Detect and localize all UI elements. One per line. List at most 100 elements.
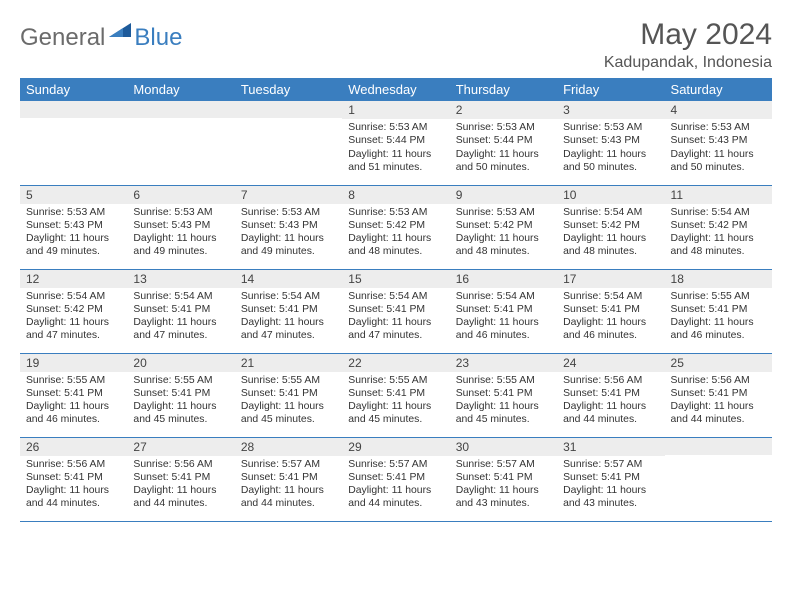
day-details: Sunrise: 5:53 AMSunset: 5:43 PMDaylight:… <box>20 204 127 263</box>
day-number: 23 <box>450 354 557 372</box>
day-details: Sunrise: 5:53 AMSunset: 5:42 PMDaylight:… <box>450 204 557 263</box>
day-number <box>127 101 234 118</box>
calendar-cell: 11Sunrise: 5:54 AMSunset: 5:42 PMDayligh… <box>665 185 772 269</box>
day-details: Sunrise: 5:53 AMSunset: 5:43 PMDaylight:… <box>235 204 342 263</box>
calendar-header-row: Sunday Monday Tuesday Wednesday Thursday… <box>20 78 772 101</box>
day-number <box>235 101 342 118</box>
day-details: Sunrise: 5:54 AMSunset: 5:42 PMDaylight:… <box>665 204 772 263</box>
day-number: 4 <box>665 101 772 119</box>
calendar-row: 19Sunrise: 5:55 AMSunset: 5:41 PMDayligh… <box>20 353 772 437</box>
day-number: 10 <box>557 186 664 204</box>
weekday-header: Monday <box>127 78 234 101</box>
day-number: 9 <box>450 186 557 204</box>
calendar-cell: 8Sunrise: 5:53 AMSunset: 5:42 PMDaylight… <box>342 185 449 269</box>
calendar-cell: 27Sunrise: 5:56 AMSunset: 5:41 PMDayligh… <box>127 437 234 521</box>
calendar-cell <box>127 101 234 185</box>
day-number: 20 <box>127 354 234 372</box>
location-label: Kadupandak, Indonesia <box>604 54 772 72</box>
day-number: 30 <box>450 438 557 456</box>
day-details: Sunrise: 5:54 AMSunset: 5:41 PMDaylight:… <box>235 288 342 347</box>
calendar-cell <box>20 101 127 185</box>
day-number: 26 <box>20 438 127 456</box>
calendar-cell: 10Sunrise: 5:54 AMSunset: 5:42 PMDayligh… <box>557 185 664 269</box>
calendar-page: General Blue May 2024 Kadupandak, Indone… <box>0 0 792 534</box>
day-details: Sunrise: 5:53 AMSunset: 5:43 PMDaylight:… <box>127 204 234 263</box>
day-details: Sunrise: 5:53 AMSunset: 5:43 PMDaylight:… <box>557 119 664 178</box>
day-details: Sunrise: 5:54 AMSunset: 5:41 PMDaylight:… <box>127 288 234 347</box>
day-details: Sunrise: 5:54 AMSunset: 5:41 PMDaylight:… <box>342 288 449 347</box>
calendar-cell <box>665 437 772 521</box>
day-number: 27 <box>127 438 234 456</box>
day-number: 25 <box>665 354 772 372</box>
day-details: Sunrise: 5:53 AMSunset: 5:42 PMDaylight:… <box>342 204 449 263</box>
day-number: 18 <box>665 270 772 288</box>
calendar-cell: 2Sunrise: 5:53 AMSunset: 5:44 PMDaylight… <box>450 101 557 185</box>
weekday-header: Thursday <box>450 78 557 101</box>
day-number: 12 <box>20 270 127 288</box>
day-number: 19 <box>20 354 127 372</box>
day-details: Sunrise: 5:56 AMSunset: 5:41 PMDaylight:… <box>557 372 664 431</box>
calendar-cell: 4Sunrise: 5:53 AMSunset: 5:43 PMDaylight… <box>665 101 772 185</box>
weekday-header: Friday <box>557 78 664 101</box>
day-details: Sunrise: 5:53 AMSunset: 5:44 PMDaylight:… <box>342 119 449 178</box>
calendar-cell: 6Sunrise: 5:53 AMSunset: 5:43 PMDaylight… <box>127 185 234 269</box>
calendar-cell: 29Sunrise: 5:57 AMSunset: 5:41 PMDayligh… <box>342 437 449 521</box>
day-details: Sunrise: 5:54 AMSunset: 5:42 PMDaylight:… <box>20 288 127 347</box>
calendar-cell: 12Sunrise: 5:54 AMSunset: 5:42 PMDayligh… <box>20 269 127 353</box>
title-block: May 2024 Kadupandak, Indonesia <box>604 18 772 72</box>
day-details: Sunrise: 5:53 AMSunset: 5:43 PMDaylight:… <box>665 119 772 178</box>
calendar-cell: 26Sunrise: 5:56 AMSunset: 5:41 PMDayligh… <box>20 437 127 521</box>
calendar-cell: 5Sunrise: 5:53 AMSunset: 5:43 PMDaylight… <box>20 185 127 269</box>
day-number: 31 <box>557 438 664 456</box>
day-details: Sunrise: 5:57 AMSunset: 5:41 PMDaylight:… <box>450 456 557 515</box>
calendar-cell: 19Sunrise: 5:55 AMSunset: 5:41 PMDayligh… <box>20 353 127 437</box>
calendar-cell: 21Sunrise: 5:55 AMSunset: 5:41 PMDayligh… <box>235 353 342 437</box>
day-details: Sunrise: 5:54 AMSunset: 5:41 PMDaylight:… <box>450 288 557 347</box>
day-details: Sunrise: 5:56 AMSunset: 5:41 PMDaylight:… <box>665 372 772 431</box>
day-details: Sunrise: 5:55 AMSunset: 5:41 PMDaylight:… <box>235 372 342 431</box>
weekday-header: Saturday <box>665 78 772 101</box>
weekday-header: Sunday <box>20 78 127 101</box>
day-details: Sunrise: 5:56 AMSunset: 5:41 PMDaylight:… <box>127 456 234 515</box>
calendar-cell: 15Sunrise: 5:54 AMSunset: 5:41 PMDayligh… <box>342 269 449 353</box>
calendar-cell: 30Sunrise: 5:57 AMSunset: 5:41 PMDayligh… <box>450 437 557 521</box>
day-number: 5 <box>20 186 127 204</box>
day-number: 6 <box>127 186 234 204</box>
header: General Blue May 2024 Kadupandak, Indone… <box>20 18 772 72</box>
brand-triangle-icon <box>109 23 131 42</box>
calendar-cell: 23Sunrise: 5:55 AMSunset: 5:41 PMDayligh… <box>450 353 557 437</box>
calendar-cell: 13Sunrise: 5:54 AMSunset: 5:41 PMDayligh… <box>127 269 234 353</box>
day-number: 2 <box>450 101 557 119</box>
day-number: 7 <box>235 186 342 204</box>
calendar-cell: 1Sunrise: 5:53 AMSunset: 5:44 PMDaylight… <box>342 101 449 185</box>
brand-word-blue: Blue <box>134 24 182 52</box>
day-number: 11 <box>665 186 772 204</box>
calendar-cell: 14Sunrise: 5:54 AMSunset: 5:41 PMDayligh… <box>235 269 342 353</box>
day-number <box>665 438 772 455</box>
calendar-cell: 31Sunrise: 5:57 AMSunset: 5:41 PMDayligh… <box>557 437 664 521</box>
calendar-cell: 25Sunrise: 5:56 AMSunset: 5:41 PMDayligh… <box>665 353 772 437</box>
day-details: Sunrise: 5:55 AMSunset: 5:41 PMDaylight:… <box>665 288 772 347</box>
calendar-cell: 16Sunrise: 5:54 AMSunset: 5:41 PMDayligh… <box>450 269 557 353</box>
calendar-row: 12Sunrise: 5:54 AMSunset: 5:42 PMDayligh… <box>20 269 772 353</box>
day-number: 14 <box>235 270 342 288</box>
calendar-cell: 22Sunrise: 5:55 AMSunset: 5:41 PMDayligh… <box>342 353 449 437</box>
day-number: 3 <box>557 101 664 119</box>
day-details: Sunrise: 5:57 AMSunset: 5:41 PMDaylight:… <box>557 456 664 515</box>
calendar-cell: 7Sunrise: 5:53 AMSunset: 5:43 PMDaylight… <box>235 185 342 269</box>
day-number: 8 <box>342 186 449 204</box>
brand-logo: General Blue <box>20 18 182 52</box>
calendar-cell: 28Sunrise: 5:57 AMSunset: 5:41 PMDayligh… <box>235 437 342 521</box>
calendar-row: 26Sunrise: 5:56 AMSunset: 5:41 PMDayligh… <box>20 437 772 521</box>
calendar-cell: 17Sunrise: 5:54 AMSunset: 5:41 PMDayligh… <box>557 269 664 353</box>
day-number: 16 <box>450 270 557 288</box>
calendar-cell <box>235 101 342 185</box>
day-details: Sunrise: 5:55 AMSunset: 5:41 PMDaylight:… <box>127 372 234 431</box>
day-number: 28 <box>235 438 342 456</box>
day-details: Sunrise: 5:54 AMSunset: 5:41 PMDaylight:… <box>557 288 664 347</box>
day-number: 1 <box>342 101 449 119</box>
day-number: 21 <box>235 354 342 372</box>
calendar-cell: 18Sunrise: 5:55 AMSunset: 5:41 PMDayligh… <box>665 269 772 353</box>
day-details: Sunrise: 5:54 AMSunset: 5:42 PMDaylight:… <box>557 204 664 263</box>
day-number: 17 <box>557 270 664 288</box>
